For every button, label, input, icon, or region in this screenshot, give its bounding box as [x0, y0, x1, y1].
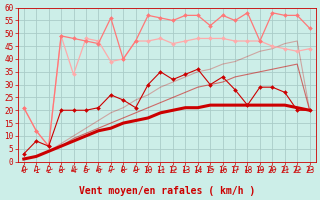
- X-axis label: Vent moyen/en rafales ( km/h ): Vent moyen/en rafales ( km/h ): [79, 186, 255, 196]
